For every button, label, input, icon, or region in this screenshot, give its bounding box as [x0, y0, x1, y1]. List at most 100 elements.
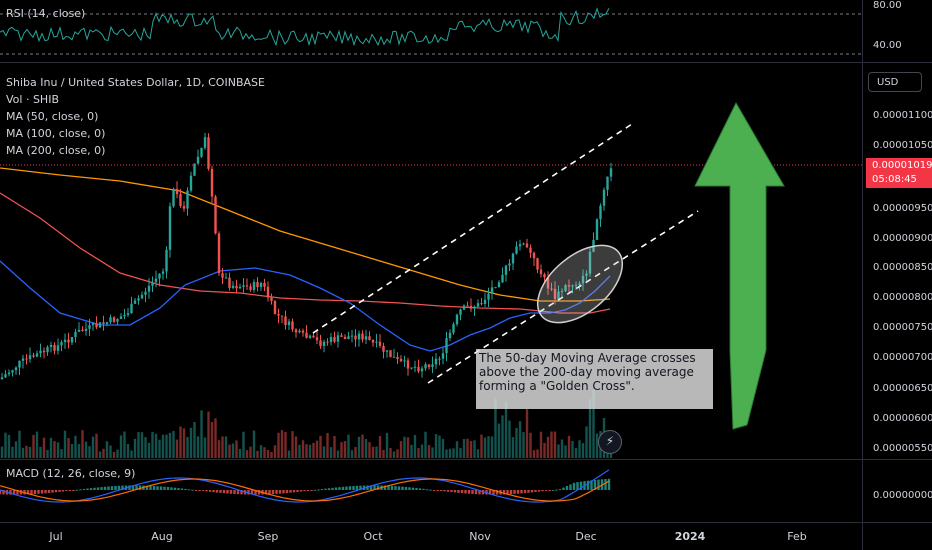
volume-bar — [0, 446, 4, 458]
macd-histogram-bar — [268, 490, 271, 495]
candle-body — [74, 331, 77, 338]
volume-bar — [553, 431, 557, 458]
last-price-tag: 0.00001019 05:08:45 — [866, 158, 932, 188]
candle-body — [196, 156, 200, 164]
volume-bar — [42, 437, 46, 458]
macd-histogram-bar — [565, 485, 569, 490]
volume-bar — [312, 442, 315, 458]
candle-body — [105, 322, 109, 324]
candle-body — [0, 377, 4, 379]
rsi-pane[interactable] — [0, 0, 862, 62]
volume-bar — [315, 440, 319, 458]
volume-bar — [277, 432, 280, 458]
candle-body — [609, 168, 613, 177]
symbol-legend[interactable]: Shiba Inu / United States Dollar, 1D, CO… — [6, 76, 265, 89]
candle-body — [266, 286, 270, 298]
volume-bar — [550, 431, 553, 458]
x-label-dec: Dec — [575, 530, 597, 543]
macd-histogram-bar — [495, 490, 499, 495]
golden-cross-annotation[interactable]: The 50-day Moving Average crosses above … — [476, 349, 713, 409]
candle-body — [98, 322, 102, 328]
macd-histogram-bar — [310, 490, 313, 491]
volume-bar — [399, 441, 403, 458]
volume-bar — [452, 448, 455, 458]
candle-body — [315, 337, 319, 341]
volume-legend[interactable]: Vol · SHIB — [6, 93, 59, 106]
macd-pane[interactable] — [0, 460, 862, 522]
volume-bar — [224, 436, 228, 458]
candle-body — [504, 265, 508, 275]
candle-body — [455, 314, 459, 325]
macd-legend[interactable]: MACD (12, 26, close, 9) — [6, 467, 136, 480]
volume-bar — [270, 451, 273, 458]
candle-body — [49, 344, 53, 348]
rsi-legend[interactable]: RSI (14, close) — [6, 7, 86, 20]
macd-histogram-bar — [194, 490, 198, 491]
candle-body — [501, 274, 504, 283]
green-up-arrow-icon — [694, 101, 785, 430]
macd-histogram-bar — [149, 485, 152, 490]
macd-histogram-bar — [488, 490, 492, 495]
candle-body — [599, 205, 602, 220]
macd-histogram-bar — [37, 490, 40, 494]
macd-histogram-bar — [387, 485, 390, 490]
volume-bar — [445, 449, 448, 458]
ma200-legend[interactable]: MA (200, close, 0) — [6, 144, 106, 157]
macd-histogram-bar — [572, 482, 576, 490]
macd-histogram-bar — [47, 490, 51, 493]
candle-body — [497, 282, 501, 288]
volume-bar — [522, 432, 525, 458]
price-tick: 0.00000800 — [873, 292, 932, 303]
macd-histogram-bar — [439, 490, 443, 491]
candle-body — [235, 285, 238, 289]
macd-histogram-bar — [338, 487, 341, 490]
macd-histogram-bar — [303, 490, 306, 492]
volume-bar — [525, 409, 529, 458]
volume-bar — [196, 436, 200, 458]
price-chart-pane[interactable] — [0, 63, 862, 459]
candle-body — [371, 339, 375, 343]
candle-body — [203, 137, 207, 148]
macd-histogram-bar — [131, 485, 135, 490]
candle-body — [123, 314, 126, 317]
volume-bar — [84, 441, 88, 458]
candle-body — [158, 273, 161, 279]
candle-body — [172, 188, 175, 207]
volume-bar — [203, 437, 207, 458]
macd-tick-zero: 0.00000000 — [873, 490, 932, 501]
candle-body — [182, 205, 186, 209]
candle-body — [109, 317, 112, 323]
candle-body — [427, 364, 431, 368]
macd-histogram-bar — [166, 487, 170, 490]
volume-bar — [168, 432, 172, 458]
macd-histogram-bar — [58, 490, 61, 492]
volume-bar — [266, 449, 270, 458]
candle-body — [133, 300, 137, 304]
volume-bar — [595, 433, 599, 458]
volume-bar — [284, 431, 287, 458]
volume-bar — [536, 449, 539, 458]
macd-histogram-bar — [103, 486, 107, 490]
ma100-legend[interactable]: MA (100, close, 0) — [6, 127, 106, 140]
x-label-2024: 2024 — [674, 530, 706, 543]
volume-bar — [308, 444, 312, 458]
candle-body — [116, 318, 119, 322]
price-tick: 0.00000550 — [873, 443, 932, 454]
currency-button[interactable]: USD — [868, 72, 922, 92]
ma50-legend[interactable]: MA (50, close, 0) — [6, 110, 99, 123]
macd-histogram-bar — [320, 489, 324, 491]
lightning-icon[interactable]: ⚡ — [598, 430, 622, 454]
volume-bar — [179, 426, 182, 458]
macd-histogram-bar — [464, 490, 467, 494]
macd-histogram-bar — [205, 490, 208, 492]
macd-histogram-bar — [187, 489, 191, 491]
volume-bar — [539, 431, 543, 458]
macd-histogram-bar — [418, 488, 422, 490]
volume-bar — [133, 438, 137, 458]
rsi-tick-40: 40.00 — [873, 40, 902, 51]
candle-body — [396, 356, 399, 359]
candle-body — [434, 358, 438, 365]
volume-bar — [413, 435, 417, 458]
candle-body — [354, 335, 357, 340]
macd-histogram-bar — [86, 488, 89, 490]
